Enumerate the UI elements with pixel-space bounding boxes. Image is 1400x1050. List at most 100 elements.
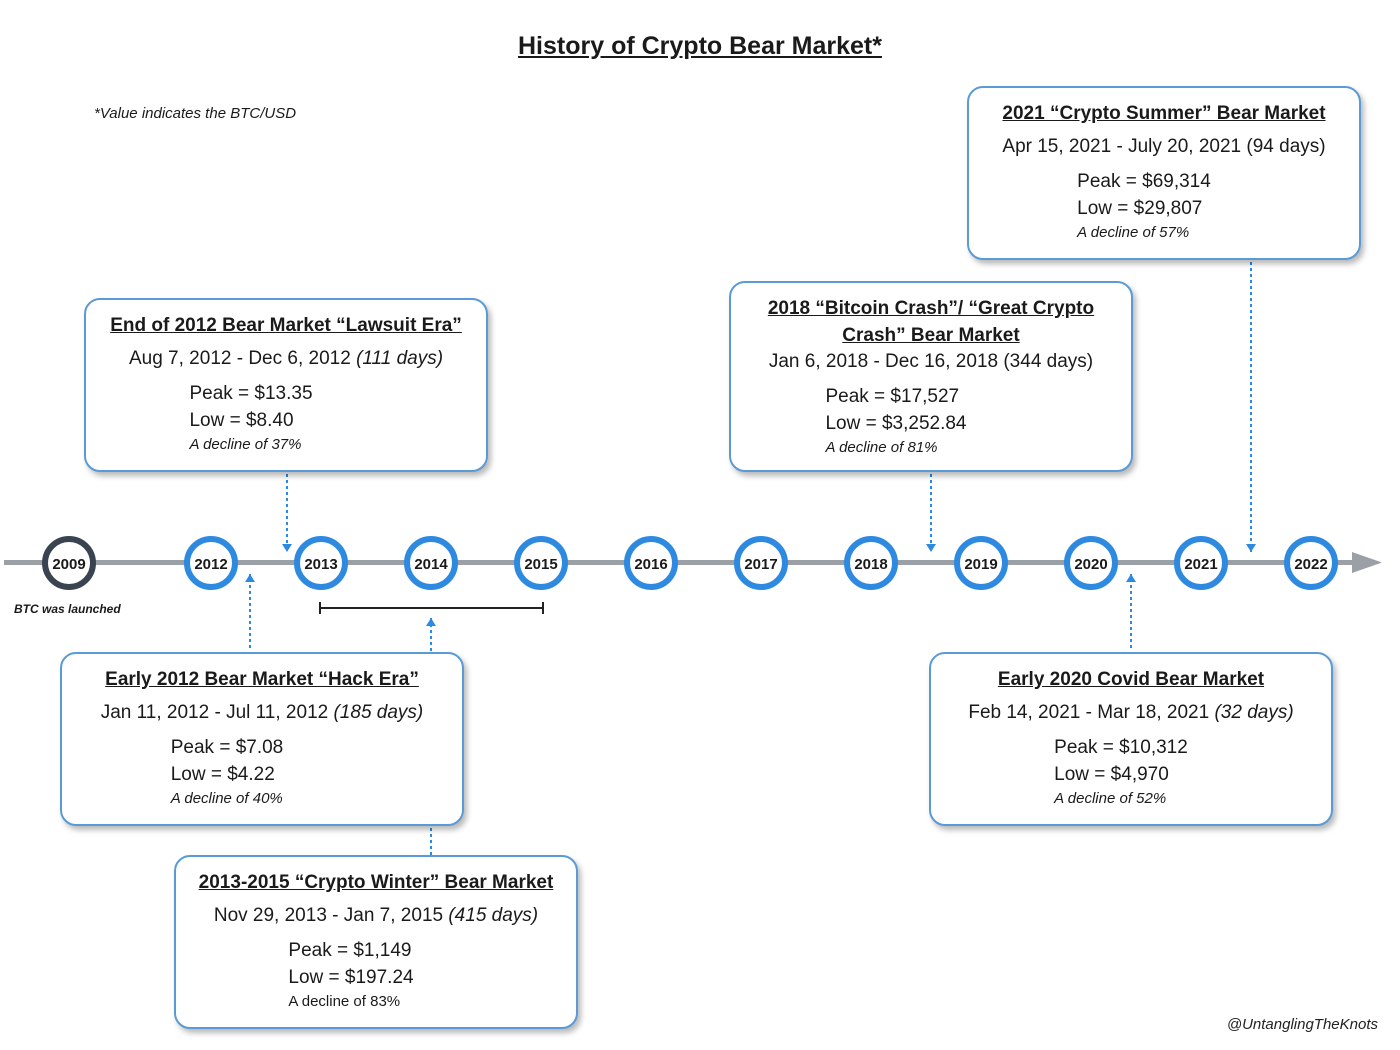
year-label: 2009	[52, 556, 85, 573]
market-duration: (111 days)	[356, 348, 444, 369]
market-low: Low = $8.40	[189, 410, 294, 431]
connector-arrow	[1126, 574, 1136, 582]
year-node-2018: 2018	[844, 536, 898, 590]
market-decline: A decline of 37%	[189, 436, 302, 453]
timeline-arrow-head	[1352, 552, 1382, 573]
market-low: Low = $4,970	[1054, 764, 1169, 785]
market-duration: (94 days)	[1246, 136, 1326, 157]
year-node-2015: 2015	[514, 536, 568, 590]
year-node-2020: 2020	[1064, 536, 1118, 590]
year-node-2013: 2013	[294, 536, 348, 590]
footnote: *Value indicates the BTC/USD	[94, 105, 297, 122]
year-node-ring	[42, 536, 96, 590]
market-peak: Peak = $13.35	[189, 383, 313, 404]
year-node-2019: 2019	[954, 536, 1008, 590]
watermark: @UntanglingTheKnots	[1226, 1016, 1378, 1033]
market-dates: Nov 29, 2013 - Jan 7, 2015	[213, 905, 444, 926]
connector-arrow	[1246, 544, 1256, 552]
year-label: 2012	[194, 556, 227, 573]
year-label: 2014	[414, 556, 448, 573]
market-box-covid: Early 2020 Covid Bear Market Feb 14, 202…	[929, 652, 1333, 826]
connector-hack-era	[245, 574, 255, 648]
year-label: 2015	[524, 556, 557, 573]
year-node-2017: 2017	[734, 536, 788, 590]
market-decline: A decline of 40%	[170, 790, 283, 807]
year-node-ring	[734, 536, 788, 590]
year-node-ring	[954, 536, 1008, 590]
market-box-hack-era: Early 2012 Bear Market “Hack Era” Jan 11…	[60, 652, 464, 826]
market-low: Low = $29,807	[1077, 198, 1203, 219]
connector-lawsuit-era	[282, 474, 292, 552]
market-dates: Jan 6, 2018 - Dec 16, 2018	[768, 351, 999, 372]
market-range: Nov 29, 2013 - Jan 7, 2015 (415 days)	[176, 903, 576, 929]
market-duration: (344 days)	[1003, 351, 1094, 372]
market-peak: Peak = $10,312	[1054, 737, 1188, 758]
year-node-ring	[624, 536, 678, 590]
year-node-ring	[404, 536, 458, 590]
year-label: 2013	[304, 556, 337, 573]
connector-crypto-summer	[1246, 262, 1256, 552]
connector-crypto-winter	[426, 618, 436, 855]
year-label: 2022	[1294, 556, 1327, 573]
market-peak: Peak = $17,527	[825, 386, 960, 407]
year-node-ring	[1284, 536, 1338, 590]
year-node-2014: 2014	[404, 536, 458, 590]
market-dates: Jan 11, 2012 - Jul 11, 2012	[100, 702, 329, 723]
market-peak: Peak = $7.08	[170, 737, 284, 758]
year-node-2009: 2009	[42, 536, 96, 590]
year-node-ring	[514, 536, 568, 590]
market-peak: Peak = $69,314	[1077, 171, 1211, 192]
year-label: 2016	[634, 556, 667, 573]
year-node-ring	[294, 536, 348, 590]
market-prices: Peak = $7.08 Low = $4.22 A decline of 40…	[171, 734, 284, 810]
connector-arrow	[245, 574, 255, 582]
year-label: 2020	[1074, 556, 1107, 573]
year-label: 2017	[744, 556, 777, 573]
market-dates: Feb 14, 2021 - Mar 18, 2021	[968, 702, 1210, 723]
connector-covid	[1126, 574, 1136, 648]
market-decline: A decline of 52%	[1054, 790, 1167, 807]
year-node-2012: 2012	[184, 536, 238, 590]
market-prices: Peak = $13.35 Low = $8.40 A decline of 3…	[189, 380, 312, 456]
year-node-ring	[184, 536, 238, 590]
year-label: 2019	[964, 556, 997, 573]
year-node-2022: 2022	[1284, 536, 1338, 590]
market-duration: (415 days)	[448, 905, 539, 926]
market-title: 2018 “Bitcoin Crash”/ “Great Crypto Cras…	[767, 298, 1095, 346]
market-range: Feb 14, 2021 - Mar 18, 2021 (32 days)	[931, 700, 1331, 726]
market-range: Apr 15, 2021 - July 20, 2021 (94 days)	[969, 134, 1359, 160]
market-low: Low = $4.22	[170, 764, 275, 785]
market-duration: (185 days)	[333, 702, 424, 723]
timeline-axis	[4, 560, 1354, 565]
launch-label: BTC was launched	[14, 602, 121, 616]
market-duration: (32 days)	[1214, 702, 1294, 723]
connector-bitcoin-crash	[926, 474, 936, 552]
market-range: Jan 6, 2018 - Dec 16, 2018 (344 days)	[731, 349, 1131, 375]
market-decline: A decline of 81%	[825, 439, 938, 456]
market-low: Low = $197.24	[288, 967, 414, 988]
market-box-crypto-summer: 2021 “Crypto Summer” Bear Market Apr 15,…	[967, 86, 1361, 260]
market-range: Aug 7, 2012 - Dec 6, 2012 (111 days)	[86, 346, 486, 372]
year-node-2021: 2021	[1174, 536, 1228, 590]
market-prices: Peak = $10,312 Low = $4,970 A decline of…	[1054, 734, 1188, 810]
market-title: 2013-2015 “Crypto Winter” Bear Market	[198, 872, 554, 893]
connector-arrow	[426, 618, 436, 626]
market-decline: A decline of 83%	[288, 993, 401, 1010]
market-box-crypto-winter: 2013-2015 “Crypto Winter” Bear Market No…	[174, 855, 578, 1029]
connector-arrow	[282, 544, 292, 552]
market-low: Low = $3,252.84	[825, 413, 967, 434]
year-node-2016: 2016	[624, 536, 678, 590]
market-prices: Peak = $1,149 Low = $197.24 A decline of…	[288, 937, 413, 1013]
year-node-ring	[1064, 536, 1118, 590]
market-box-bitcoin-crash: 2018 “Bitcoin Crash”/ “Great Crypto Cras…	[729, 281, 1133, 472]
market-dates: Apr 15, 2021 - July 20, 2021	[1002, 136, 1242, 157]
winter-span-bracket	[319, 602, 544, 614]
market-range: Jan 11, 2012 - Jul 11, 2012 (185 days)	[62, 700, 462, 726]
market-decline: A decline of 57%	[1077, 224, 1190, 241]
market-title: Early 2020 Covid Bear Market	[997, 669, 1265, 690]
market-prices: Peak = $69,314 Low = $29,807 A decline o…	[1077, 168, 1211, 244]
market-prices: Peak = $17,527 Low = $3,252.84 A decline…	[825, 383, 966, 459]
year-label: 2018	[854, 556, 887, 573]
year-node-ring	[844, 536, 898, 590]
market-title: 2021 “Crypto Summer” Bear Market	[1002, 103, 1326, 124]
